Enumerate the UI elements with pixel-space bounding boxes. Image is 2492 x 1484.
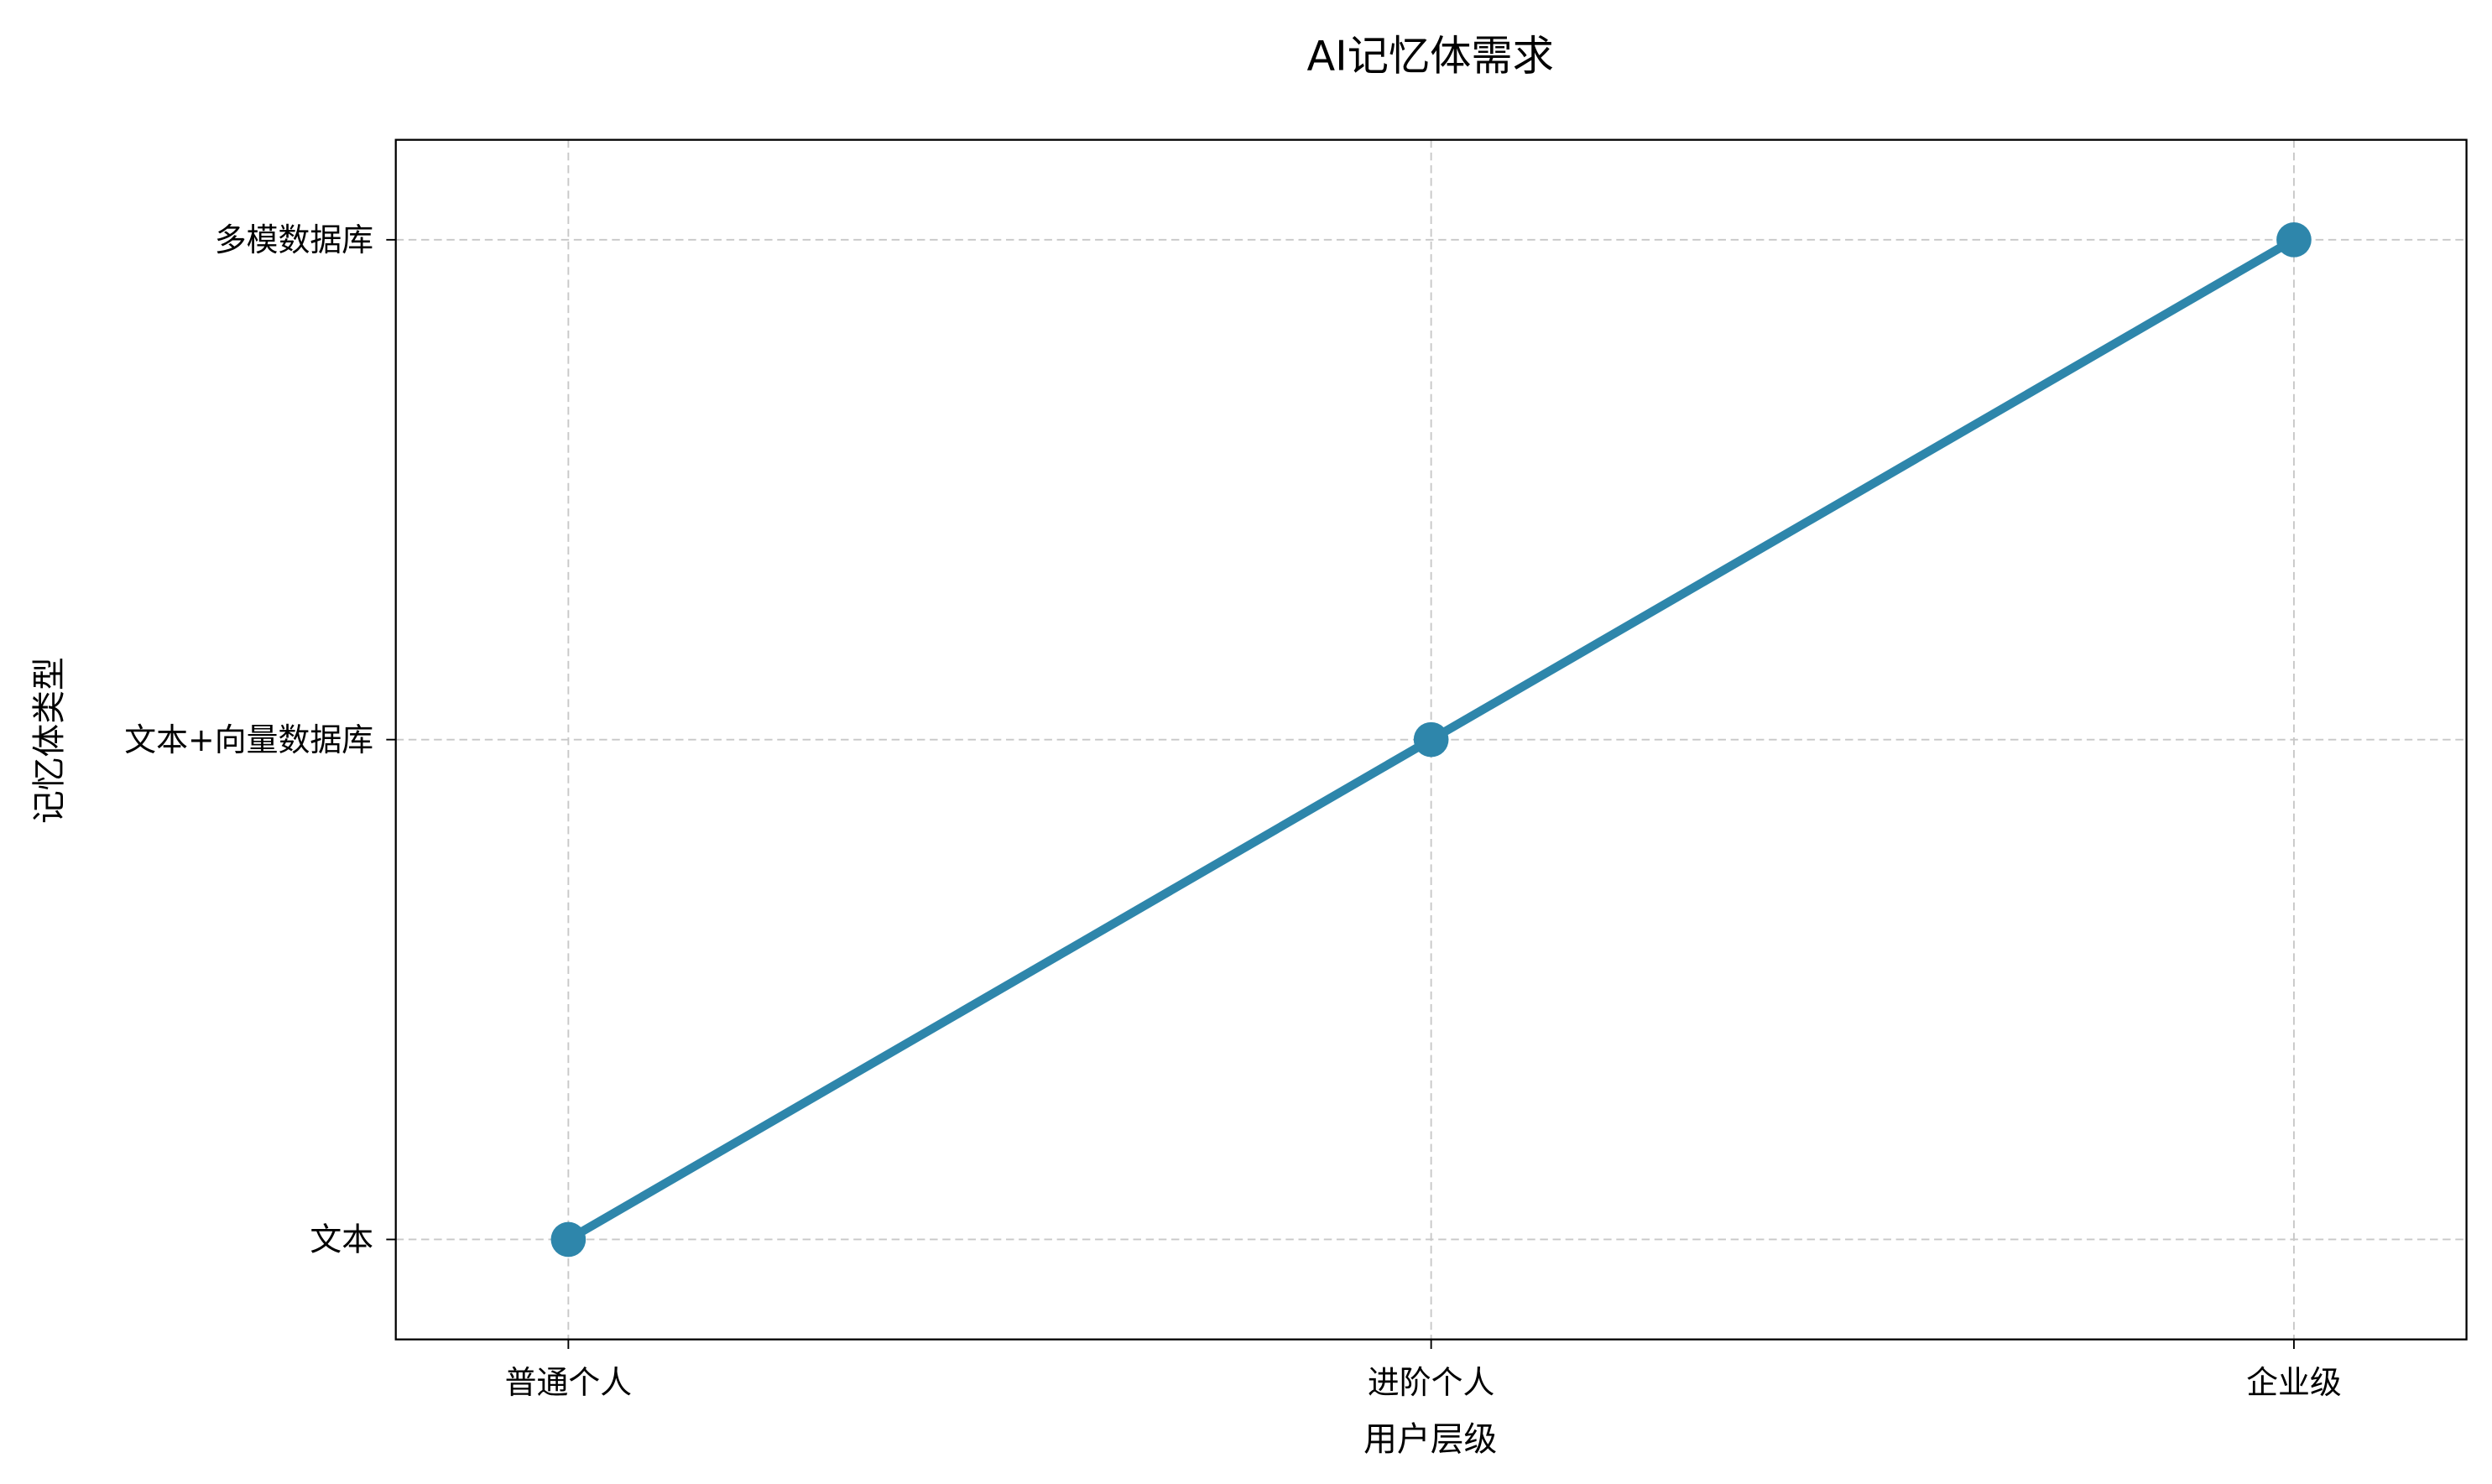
data-point [2276,222,2312,258]
data-point [1413,721,1449,758]
y-tick-label: 文本+向量数据库 [124,721,373,758]
series-layer [550,222,2312,1257]
y-tick-label: 多模数据库 [215,221,373,258]
x-tick-label: 进阶个人 [1368,1364,1495,1401]
y-axis: 文本 文本+向量数据库 多模数据库 [124,221,396,1258]
data-point [550,1221,587,1257]
x-tick-label: 普通个人 [505,1364,633,1401]
y-axis-label: 记忆体类型 [30,657,69,824]
x-axis-label: 用户层级 [1363,1420,1497,1459]
chart-title: AI记忆体需求 [1307,31,1554,80]
x-axis: 普通个人 进阶个人 企业级 [505,1339,2342,1401]
x-tick-label: 企业级 [2246,1364,2342,1401]
y-tick-label: 文本 [310,1221,373,1258]
